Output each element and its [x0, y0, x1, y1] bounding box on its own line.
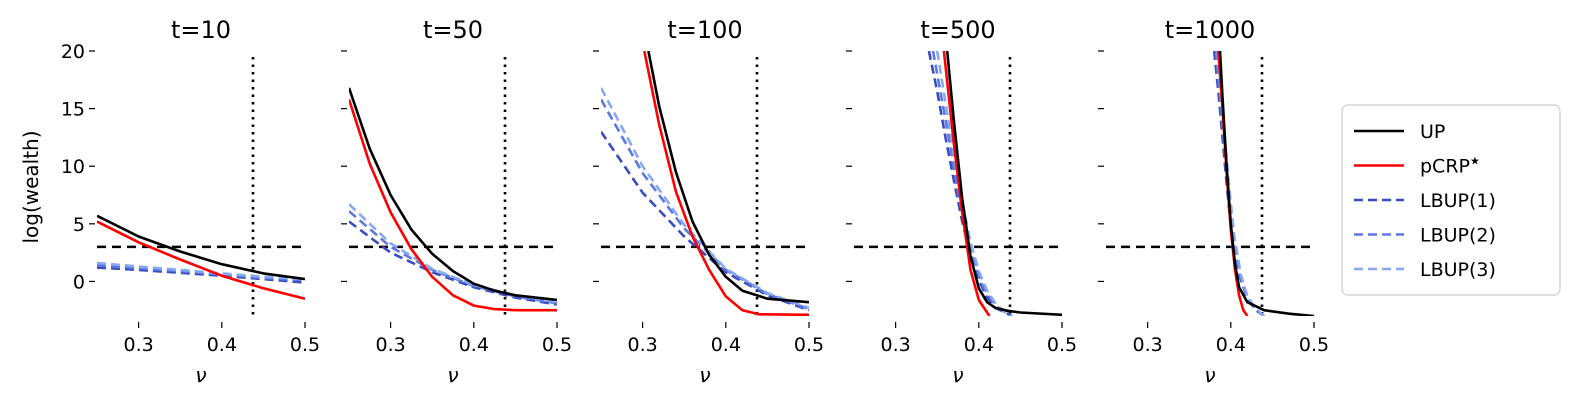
series-line-pcrp: [349, 99, 557, 312]
panel-title: t=10: [171, 16, 231, 44]
x-tick-label: 0.3: [375, 334, 405, 356]
panel-title: t=1000: [1165, 16, 1256, 44]
legend: UP pCRP★ LBUP(1) LBUP(2) LBUP(3): [1341, 104, 1561, 296]
panel-4: t=1000 0.3 0.4 0.5 ν: [1098, 16, 1329, 387]
series-line-pcrp: [643, 51, 809, 316]
x-tick-label: 0.5: [542, 334, 572, 356]
x-axis-label: ν: [699, 363, 710, 387]
x-tick-label: 0.4: [207, 334, 237, 356]
plot-area: [854, 51, 1062, 316]
series-line-up: [1218, 51, 1314, 316]
panel-title: t=100: [667, 16, 742, 44]
legend-label: LBUP(1): [1420, 190, 1496, 212]
legend-label: pCRP★: [1420, 155, 1480, 178]
panel-2: t=100 0.3 0.4 0.5 ν: [593, 16, 824, 387]
y-tick-label: 20: [61, 41, 85, 63]
x-tick-label: 0.5: [290, 334, 320, 356]
y-tick-label: 5: [73, 214, 85, 236]
x-tick-label: 0.3: [627, 334, 657, 356]
series-line-lbup3: [601, 87, 809, 310]
series-line-lbup1: [601, 130, 809, 312]
x-tick-label: 0.4: [1216, 334, 1246, 356]
panel-0: t=10 0 5 10 15 20 0.3 0.4 0.5 ν: [61, 16, 320, 387]
x-axis-label: ν: [952, 363, 963, 387]
panel-title: t=500: [920, 16, 995, 44]
x-axis-label: ν: [447, 363, 458, 387]
series-line-lbup3: [97, 261, 305, 281]
plot-area: [97, 57, 305, 316]
series-line-lbup3: [349, 203, 557, 304]
plot-area: [1106, 51, 1314, 316]
y-tick-label: 10: [61, 156, 85, 178]
series-line-pcrp: [942, 51, 991, 316]
series-line-lbup1: [927, 51, 1013, 316]
series-line-up: [945, 51, 1062, 316]
plot-area: [349, 57, 557, 316]
legend-label: LBUP(2): [1420, 225, 1496, 247]
x-tick-label: 0.4: [711, 334, 741, 356]
x-tick-label: 0.3: [1132, 334, 1162, 356]
x-tick-label: 0.4: [964, 334, 994, 356]
series-line-lbup3: [1216, 51, 1265, 316]
series-line-pcrp: [97, 220, 305, 300]
x-tick-label: 0.4: [459, 334, 489, 356]
x-axis-label: ν: [195, 363, 206, 387]
legend-label: LBUP(3): [1420, 259, 1496, 281]
y-tick-label: 15: [61, 99, 85, 121]
plot-area: [601, 51, 809, 316]
x-tick-label: 0.3: [880, 334, 910, 356]
series-line-up: [647, 51, 809, 304]
x-tick-label: 0.5: [1299, 334, 1329, 356]
panel-3: t=500 0.3 0.4 0.5 ν: [846, 16, 1077, 387]
x-tick-label: 0.5: [1047, 334, 1077, 356]
series-line-lbup1: [349, 220, 557, 306]
x-tick-label: 0.3: [123, 334, 153, 356]
legend-label: UP: [1420, 121, 1445, 143]
y-tick-label: 0: [73, 271, 85, 293]
x-axis-label: ν: [1204, 363, 1215, 387]
y-axis-label: log(wealth): [19, 130, 43, 243]
panel-1: t=50 0.3 0.4 0.5 ν: [341, 16, 572, 387]
series-line-lbup2: [601, 98, 809, 311]
series-line-lbup3: [935, 51, 1013, 316]
series-line-up: [349, 87, 557, 302]
legend-frame: [1341, 104, 1561, 296]
x-tick-label: 0.5: [794, 334, 824, 356]
series-line-lbup2: [349, 210, 557, 305]
series-line-up: [97, 214, 305, 281]
panel-title: t=50: [423, 16, 483, 44]
